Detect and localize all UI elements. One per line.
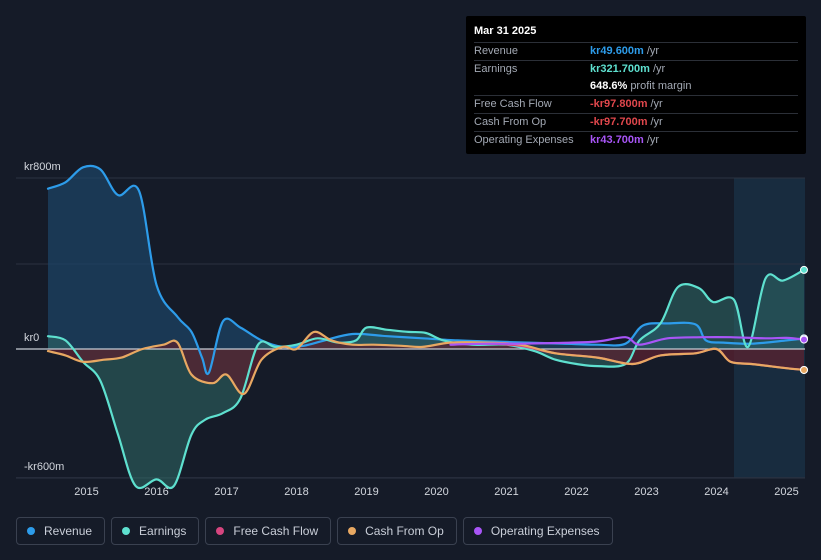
x-tick-label: 2015	[74, 486, 98, 498]
tooltip-row-label: Revenue	[474, 45, 519, 57]
x-tick-label: 2023	[634, 486, 658, 498]
chart-legend: Revenue Earnings Free Cash Flow Cash From O…	[16, 517, 613, 547]
legend-label: Revenue	[44, 524, 93, 538]
x-tick-label: 2024	[704, 486, 728, 498]
tooltip-row: Cash From Op -kr97.700m/yr	[474, 113, 798, 131]
y-tick-label: kr0	[24, 332, 39, 344]
legend-label: Operating Expenses	[490, 524, 600, 538]
data-tooltip: Mar 31 2025 Revenue kr49.600m/yr Earnings k…	[466, 16, 806, 154]
tooltip-row-value: kr43.700m	[590, 134, 644, 146]
tooltip-rows: Revenue kr49.600m/yr Earnings kr321.700m/yr…	[474, 42, 798, 149]
tooltip-row-value: -kr97.800m	[590, 98, 648, 110]
tooltip-row-unit: profit margin	[630, 80, 692, 92]
legend-dot-icon	[348, 527, 357, 535]
tooltip-row: Revenue kr49.600m/yr	[474, 42, 798, 60]
y-axis-labels: kr800m kr0 -kr600m	[24, 161, 64, 473]
legend-dot-icon	[27, 527, 35, 535]
tooltip-row: Free Cash Flow -kr97.800m/yr	[474, 95, 798, 113]
tooltip-date: Mar 31 2025	[474, 25, 537, 37]
legend-dot-icon	[216, 527, 225, 535]
y-tick-label: kr800m	[24, 161, 61, 173]
series-area	[48, 331, 804, 395]
series-end-marker	[800, 335, 808, 344]
legend-label: Cash From Op	[365, 524, 444, 538]
series-areas	[48, 165, 804, 489]
series-line	[46, 330, 806, 396]
x-tick-label: 2017	[214, 486, 238, 498]
legend-dot-icon	[122, 527, 131, 535]
series-end-markers	[800, 265, 808, 374]
legend-item[interactable]: Operating Expenses	[462, 517, 613, 545]
legend-item[interactable]: Free Cash Flow	[205, 517, 332, 545]
series-line	[46, 164, 806, 375]
legend-item[interactable]: Revenue	[16, 517, 106, 545]
x-tick-label: 2022	[564, 486, 588, 498]
tooltip-row: 648.6% profit margin	[474, 78, 798, 95]
y-tick-label: -kr600m	[24, 461, 64, 473]
tooltip-row-unit: /yr	[650, 98, 663, 110]
x-tick-label: 2020	[424, 486, 448, 498]
legend-item[interactable]: Earnings	[111, 517, 200, 545]
legend-dot-icon	[473, 527, 482, 535]
x-tick-label: 2016	[144, 486, 168, 498]
tooltip-row-unit: /yr	[650, 116, 663, 128]
series-line	[46, 268, 806, 490]
tooltip-row-value: kr49.600m	[590, 45, 644, 57]
x-tick-label: 2018	[284, 486, 308, 498]
tooltip-row-label: Free Cash Flow	[474, 98, 552, 110]
tooltip-row-unit: /yr	[646, 45, 660, 57]
tooltip-row-label: Operating Expenses	[474, 134, 574, 146]
tooltip-row-unit: /yr	[646, 134, 660, 146]
tooltip-row-unit: /yr	[652, 63, 666, 75]
x-tick-label: 2021	[494, 486, 518, 498]
tooltip-row-label	[474, 78, 590, 95]
tooltip-row-label: Earnings	[474, 63, 518, 75]
legend-label: Free Cash Flow	[233, 524, 319, 538]
series-line	[449, 336, 806, 346]
tooltip-row: Operating Expenses kr43.700m/yr	[474, 131, 798, 149]
series-end-marker	[800, 365, 808, 374]
x-axis-labels: 2015 2016 2017 2018 2019 2020 2021 2022 2023 2024…	[74, 486, 798, 498]
tooltip-row-value: -kr97.700m	[590, 116, 648, 128]
x-tick-label: 2019	[354, 486, 378, 498]
x-tick-label: 2025	[774, 486, 798, 498]
tooltip-row-label: Cash From Op	[474, 116, 547, 128]
tooltip-row: Earnings kr321.700m/yr	[474, 60, 798, 78]
series-lines	[46, 164, 806, 490]
series-end-marker	[800, 265, 808, 274]
tooltip-row-value: 648.6%	[590, 80, 628, 92]
chart-canvas: kr800m kr0 -kr600m 2015 2016 2017 2018 2019 202…	[16, 161, 808, 498]
tooltip-row-value: kr321.700m	[590, 63, 650, 75]
legend-label: Earnings	[139, 524, 187, 538]
legend-item[interactable]: Cash From Op	[337, 517, 457, 545]
